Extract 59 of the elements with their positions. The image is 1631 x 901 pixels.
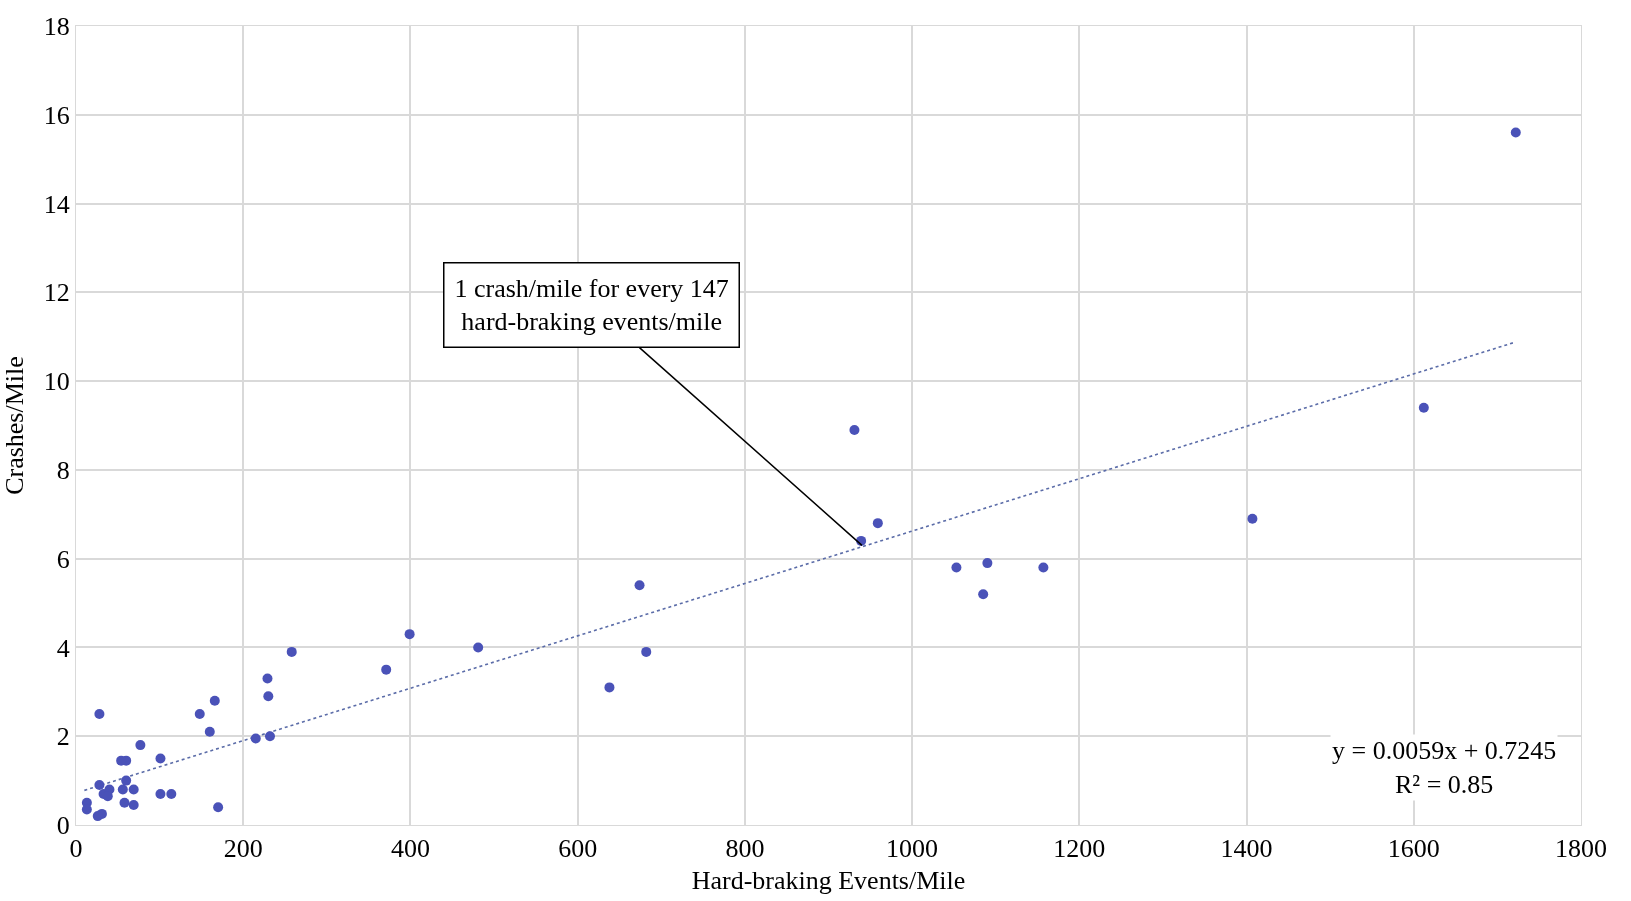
x-tick-label: 1800 bbox=[1555, 834, 1607, 864]
y-tick-label: 18 bbox=[43, 12, 70, 42]
point bbox=[135, 740, 146, 751]
point bbox=[166, 788, 177, 799]
y-tick-label: 12 bbox=[43, 278, 70, 308]
point bbox=[604, 682, 615, 693]
x-tick-label: 1400 bbox=[1220, 834, 1273, 864]
point bbox=[128, 800, 139, 811]
x-tick-label: 400 bbox=[390, 834, 430, 864]
y-tick-label: 14 bbox=[43, 189, 70, 219]
point bbox=[1510, 127, 1521, 138]
point bbox=[872, 518, 883, 529]
point bbox=[641, 646, 652, 657]
point bbox=[204, 726, 215, 737]
point bbox=[263, 691, 274, 702]
point bbox=[262, 673, 273, 684]
y-axis-title: Crashes/Mile bbox=[0, 356, 29, 495]
point bbox=[978, 589, 989, 600]
point bbox=[121, 775, 132, 786]
y-tick-label: 6 bbox=[56, 544, 70, 574]
point bbox=[381, 664, 392, 675]
point bbox=[213, 802, 224, 813]
y-tick-label: 8 bbox=[56, 455, 70, 485]
y-tick-label: 10 bbox=[43, 367, 70, 397]
point bbox=[119, 797, 130, 808]
x-tick-label: 200 bbox=[223, 834, 263, 864]
annotation: y = 0.0059x + 0.7245 R² = 0.85 bbox=[1332, 736, 1557, 799]
point bbox=[128, 784, 139, 795]
y-tick-label: 4 bbox=[56, 633, 70, 663]
point bbox=[1418, 402, 1429, 413]
x-tick-label: 1200 bbox=[1053, 834, 1106, 864]
point bbox=[155, 788, 166, 799]
point bbox=[849, 424, 860, 435]
x-axis-title: Hard-braking Events/Mile bbox=[691, 865, 966, 895]
point bbox=[250, 733, 261, 744]
point bbox=[155, 753, 166, 764]
point bbox=[951, 562, 962, 573]
point bbox=[404, 629, 415, 640]
point bbox=[634, 580, 645, 591]
point bbox=[286, 646, 297, 657]
point bbox=[209, 695, 220, 706]
point bbox=[94, 780, 105, 791]
y-tick-label: 2 bbox=[56, 722, 70, 752]
point bbox=[117, 784, 128, 795]
annotation: 1 crash/mile for every 147 hard-braking events/mile bbox=[454, 273, 729, 337]
y-tick-label: 16 bbox=[43, 100, 70, 130]
point bbox=[94, 709, 105, 720]
point bbox=[473, 642, 484, 653]
x-tick-label: 1600 bbox=[1387, 834, 1440, 864]
x-tick-label: 800 bbox=[725, 834, 765, 864]
x-tick-label: 600 bbox=[558, 834, 598, 864]
point bbox=[1247, 513, 1258, 524]
point bbox=[1038, 562, 1049, 573]
x-tick-label: 1000 bbox=[886, 834, 939, 864]
y-tick-label: 0 bbox=[56, 811, 70, 841]
point bbox=[92, 811, 103, 822]
point bbox=[194, 709, 205, 720]
point bbox=[982, 558, 993, 569]
point bbox=[264, 731, 275, 742]
